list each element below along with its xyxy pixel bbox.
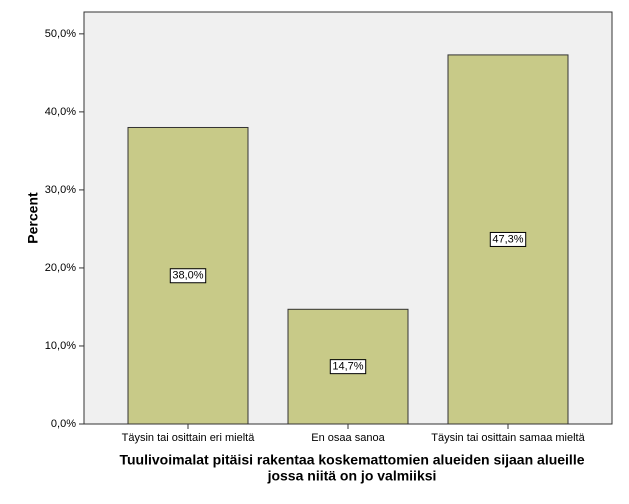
x-tick-label: En osaa sanoa — [311, 432, 385, 444]
x-axis-title: Tuulivoimalat pitäisi rakentaa koskematt… — [119, 452, 584, 468]
value-label: 47,3% — [492, 233, 523, 245]
y-tick-label: 30,0% — [45, 184, 76, 196]
x-tick-label: Täysin tai osittain eri mieltä — [122, 432, 256, 444]
y-tick-label: 40,0% — [45, 106, 76, 118]
value-label: 38,0% — [172, 270, 203, 282]
value-label-box — [169, 268, 207, 284]
x-axis-title: jossa niitä on jo valmiiksi — [267, 468, 437, 484]
value-label-box — [489, 231, 527, 247]
y-axis-title: Percent — [25, 192, 41, 244]
y-tick-label: 20,0% — [45, 262, 76, 274]
y-tick-label: 0,0% — [51, 418, 76, 430]
y-tick-label: 10,0% — [45, 340, 76, 352]
y-tick-label: 50,0% — [45, 28, 76, 40]
value-label-box — [329, 359, 367, 375]
value-label: 14,7% — [332, 361, 363, 373]
x-tick-label: Täysin tai osittain samaa mieltä — [431, 432, 585, 444]
